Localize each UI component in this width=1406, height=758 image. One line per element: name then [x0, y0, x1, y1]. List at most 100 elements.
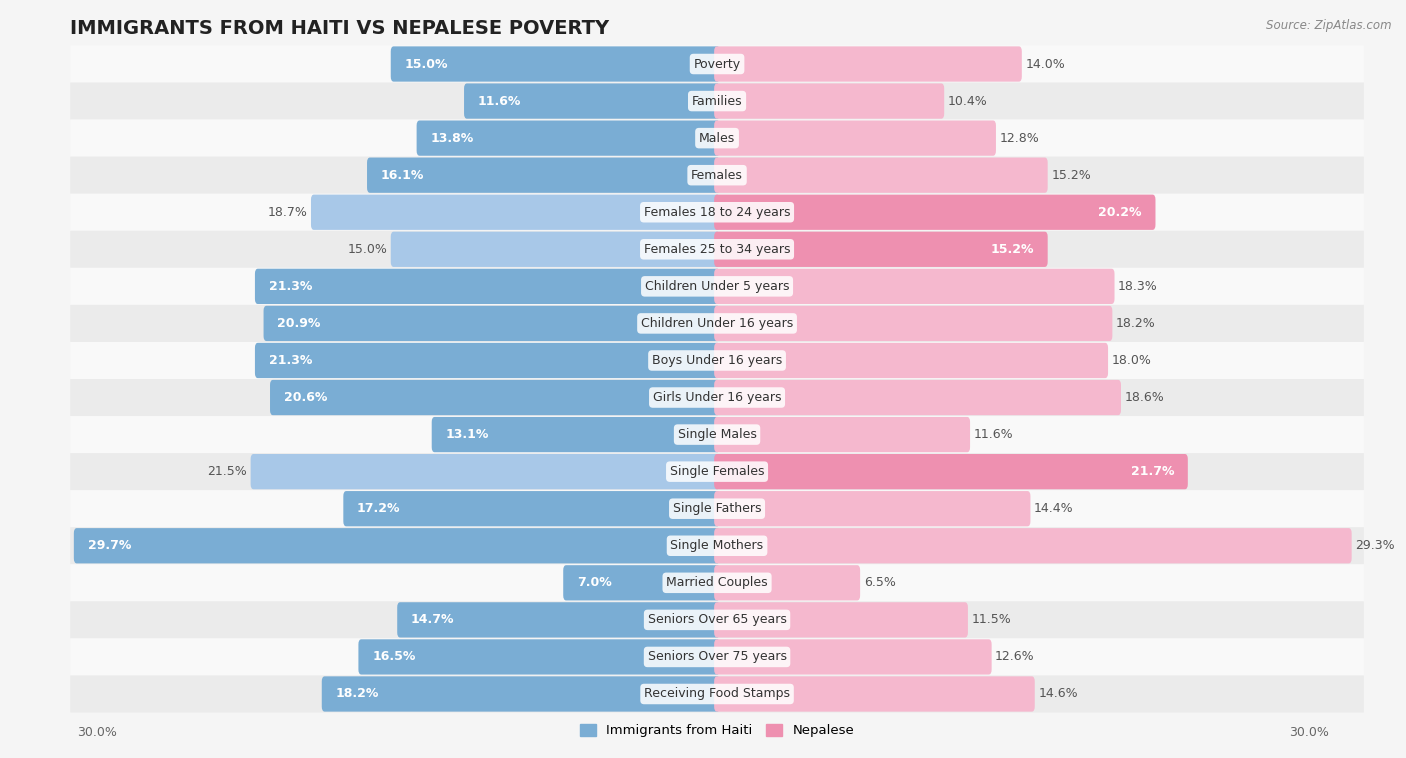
Text: 13.1%: 13.1%: [446, 428, 489, 441]
Text: 21.3%: 21.3%: [269, 280, 312, 293]
FancyBboxPatch shape: [391, 46, 720, 82]
Text: 16.1%: 16.1%: [381, 169, 425, 182]
FancyBboxPatch shape: [70, 305, 1364, 342]
Text: 12.6%: 12.6%: [995, 650, 1035, 663]
Text: Boys Under 16 years: Boys Under 16 years: [652, 354, 782, 367]
Text: Source: ZipAtlas.com: Source: ZipAtlas.com: [1267, 19, 1392, 32]
FancyBboxPatch shape: [714, 46, 1022, 82]
Text: Single Mothers: Single Mothers: [671, 539, 763, 553]
Text: Receiving Food Stamps: Receiving Food Stamps: [644, 688, 790, 700]
Text: 11.6%: 11.6%: [478, 95, 522, 108]
FancyBboxPatch shape: [714, 676, 1035, 712]
FancyBboxPatch shape: [70, 230, 1364, 268]
Text: 30.0%: 30.0%: [77, 726, 117, 739]
Text: 13.8%: 13.8%: [430, 132, 474, 145]
FancyBboxPatch shape: [322, 676, 720, 712]
FancyBboxPatch shape: [70, 120, 1364, 157]
FancyBboxPatch shape: [416, 121, 720, 155]
FancyBboxPatch shape: [70, 268, 1364, 305]
Text: 20.2%: 20.2%: [1098, 205, 1142, 219]
Text: 21.7%: 21.7%: [1130, 465, 1174, 478]
FancyBboxPatch shape: [464, 83, 720, 119]
FancyBboxPatch shape: [70, 490, 1364, 528]
Text: 11.5%: 11.5%: [972, 613, 1011, 626]
Text: 16.5%: 16.5%: [373, 650, 416, 663]
FancyBboxPatch shape: [714, 269, 1115, 304]
FancyBboxPatch shape: [70, 45, 1364, 83]
Text: Males: Males: [699, 132, 735, 145]
Text: 15.0%: 15.0%: [347, 243, 387, 255]
Text: 10.4%: 10.4%: [948, 95, 987, 108]
FancyBboxPatch shape: [714, 603, 967, 637]
Text: 20.6%: 20.6%: [284, 391, 328, 404]
FancyBboxPatch shape: [254, 343, 720, 378]
FancyBboxPatch shape: [714, 491, 1031, 526]
FancyBboxPatch shape: [70, 83, 1364, 120]
Text: 30.0%: 30.0%: [1289, 726, 1329, 739]
FancyBboxPatch shape: [70, 601, 1364, 638]
FancyBboxPatch shape: [75, 528, 720, 563]
FancyBboxPatch shape: [367, 158, 720, 193]
FancyBboxPatch shape: [714, 195, 1156, 230]
FancyBboxPatch shape: [70, 194, 1364, 230]
Text: Females: Females: [692, 169, 742, 182]
Text: 6.5%: 6.5%: [863, 576, 896, 589]
FancyBboxPatch shape: [70, 342, 1364, 379]
FancyBboxPatch shape: [250, 454, 720, 489]
Text: IMMIGRANTS FROM HAITI VS NEPALESE POVERTY: IMMIGRANTS FROM HAITI VS NEPALESE POVERT…: [70, 19, 609, 38]
Text: 18.2%: 18.2%: [1116, 317, 1156, 330]
FancyBboxPatch shape: [714, 380, 1121, 415]
Text: Children Under 16 years: Children Under 16 years: [641, 317, 793, 330]
Text: 18.3%: 18.3%: [1118, 280, 1157, 293]
Legend: Immigrants from Haiti, Nepalese: Immigrants from Haiti, Nepalese: [575, 719, 859, 743]
Text: 29.3%: 29.3%: [1355, 539, 1395, 553]
Text: 7.0%: 7.0%: [576, 576, 612, 589]
FancyBboxPatch shape: [343, 491, 720, 526]
FancyBboxPatch shape: [714, 639, 991, 675]
Text: Single Females: Single Females: [669, 465, 765, 478]
FancyBboxPatch shape: [359, 639, 720, 675]
FancyBboxPatch shape: [714, 305, 1112, 341]
Text: 29.7%: 29.7%: [87, 539, 131, 553]
Text: 14.0%: 14.0%: [1025, 58, 1066, 70]
FancyBboxPatch shape: [70, 379, 1364, 416]
Text: Girls Under 16 years: Girls Under 16 years: [652, 391, 782, 404]
FancyBboxPatch shape: [70, 157, 1364, 194]
FancyBboxPatch shape: [70, 528, 1364, 564]
FancyBboxPatch shape: [70, 638, 1364, 675]
Text: 18.6%: 18.6%: [1125, 391, 1164, 404]
Text: 14.6%: 14.6%: [1038, 688, 1078, 700]
FancyBboxPatch shape: [270, 380, 720, 415]
FancyBboxPatch shape: [714, 565, 860, 600]
FancyBboxPatch shape: [70, 675, 1364, 713]
FancyBboxPatch shape: [311, 195, 720, 230]
Text: Females 18 to 24 years: Females 18 to 24 years: [644, 205, 790, 219]
Text: 18.2%: 18.2%: [336, 688, 378, 700]
Text: Children Under 5 years: Children Under 5 years: [645, 280, 789, 293]
Text: 21.5%: 21.5%: [207, 465, 247, 478]
Text: 18.7%: 18.7%: [267, 205, 308, 219]
Text: 18.0%: 18.0%: [1112, 354, 1152, 367]
FancyBboxPatch shape: [714, 158, 1047, 193]
FancyBboxPatch shape: [391, 232, 720, 267]
Text: 14.7%: 14.7%: [411, 613, 454, 626]
Text: 15.0%: 15.0%: [405, 58, 449, 70]
Text: 20.9%: 20.9%: [277, 317, 321, 330]
Text: 14.4%: 14.4%: [1033, 503, 1074, 515]
Text: 15.2%: 15.2%: [1052, 169, 1091, 182]
FancyBboxPatch shape: [714, 454, 1188, 489]
Text: Seniors Over 65 years: Seniors Over 65 years: [648, 613, 786, 626]
Text: 15.2%: 15.2%: [990, 243, 1033, 255]
FancyBboxPatch shape: [70, 564, 1364, 601]
FancyBboxPatch shape: [70, 453, 1364, 490]
Text: 21.3%: 21.3%: [269, 354, 312, 367]
Text: 17.2%: 17.2%: [357, 503, 401, 515]
FancyBboxPatch shape: [263, 305, 720, 341]
Text: Females 25 to 34 years: Females 25 to 34 years: [644, 243, 790, 255]
Text: Families: Families: [692, 95, 742, 108]
FancyBboxPatch shape: [714, 528, 1351, 563]
FancyBboxPatch shape: [70, 416, 1364, 453]
Text: Single Fathers: Single Fathers: [673, 503, 761, 515]
Text: Single Males: Single Males: [678, 428, 756, 441]
Text: 12.8%: 12.8%: [1000, 132, 1039, 145]
